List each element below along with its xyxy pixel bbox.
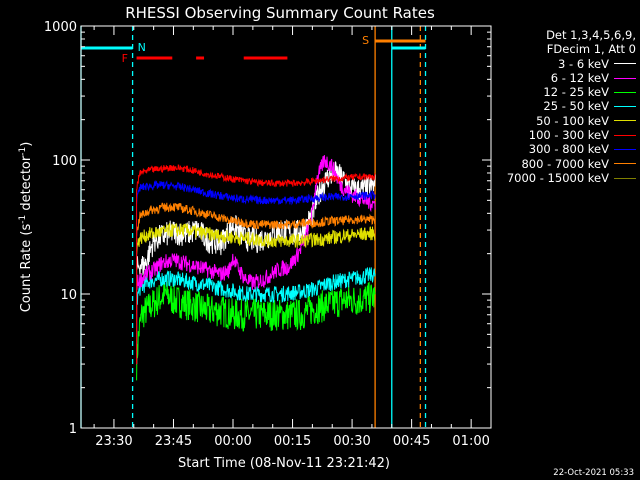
legend-item: 12 - 25 keV	[478, 85, 636, 99]
series-line-12-25kev	[136, 280, 376, 381]
saa-label: S	[362, 34, 369, 47]
series-line-100-300kev	[136, 164, 376, 191]
legend-item: 800 - 7000 keV	[478, 157, 636, 171]
legend-label: 12 - 25 keV	[543, 85, 609, 100]
night-label: N	[138, 41, 146, 54]
legend: Det 1,3,4,5,6,9, FDecim 1, Att 0 3 - 6 k…	[478, 28, 636, 185]
legend-item: 3 - 6 keV	[478, 57, 636, 71]
legend-swatch	[614, 163, 636, 165]
legend-item: 300 - 800 keV	[478, 142, 636, 156]
y-tick-label: 1000	[44, 20, 77, 35]
legend-swatch	[614, 134, 636, 136]
plot-frame	[80, 25, 492, 429]
x-tick-label: 00:00	[214, 434, 251, 449]
y-tick-label: 100	[52, 154, 77, 169]
legend-item: 6 - 12 keV	[478, 71, 636, 85]
legend-swatch	[614, 149, 636, 151]
legend-label: 50 - 100 keV	[536, 113, 609, 128]
series-line-50-100kev	[136, 222, 376, 255]
legend-item: 50 - 100 keV	[478, 114, 636, 128]
x-axis-label: Start Time (08-Nov-11 23:21:42)	[178, 456, 390, 471]
legend-swatch	[614, 77, 636, 79]
legend-swatch	[614, 91, 636, 93]
x-tick-label: 00:15	[274, 434, 311, 449]
chart-title: RHESSI Observing Summary Count Rates	[125, 4, 435, 22]
legend-label: 25 - 50 keV	[543, 99, 609, 114]
legend-label: 800 - 7000 keV	[521, 156, 609, 171]
legend-item: 100 - 300 keV	[478, 128, 636, 142]
legend-header-detectors: Det 1,3,4,5,6,9,	[546, 28, 636, 42]
legend-label: 6 - 12 keV	[550, 70, 609, 85]
series-line-25-50kev	[136, 266, 376, 305]
legend-label: 300 - 800 keV	[528, 142, 609, 157]
y-tick-label: 1	[69, 422, 77, 437]
legend-label: 7000 - 15000 keV	[506, 170, 609, 185]
legend-item: 7000 - 15000 keV	[478, 171, 636, 185]
x-tick-label: 00:30	[333, 434, 370, 449]
legend-label: 100 - 300 keV	[528, 128, 609, 143]
legend-swatch	[614, 63, 636, 65]
series-line-300-800kev	[136, 179, 376, 206]
legend-swatch	[614, 106, 636, 108]
y-tick-label: 10	[60, 288, 77, 303]
x-tick-label: 23:45	[155, 434, 192, 449]
x-tick-label: 00:45	[393, 434, 430, 449]
legend-swatch	[614, 177, 636, 179]
legend-item: 25 - 50 keV	[478, 99, 636, 113]
x-tick-label: 01:00	[452, 434, 489, 449]
series-line-800-7000kev	[136, 202, 376, 237]
flare-label: F	[122, 52, 128, 65]
y-axis-label: Count Rate (s-1 detector-1)	[18, 142, 34, 313]
x-tick-label: 23:30	[95, 434, 132, 449]
legend-label: 3 - 6 keV	[558, 56, 609, 71]
legend-header-fdecim: FDecim 1, Att 0	[546, 42, 636, 57]
legend-swatch	[614, 120, 636, 122]
timestamp: 22-Oct-2021 05:33	[553, 468, 634, 478]
series-line-6-12kev	[136, 155, 376, 291]
